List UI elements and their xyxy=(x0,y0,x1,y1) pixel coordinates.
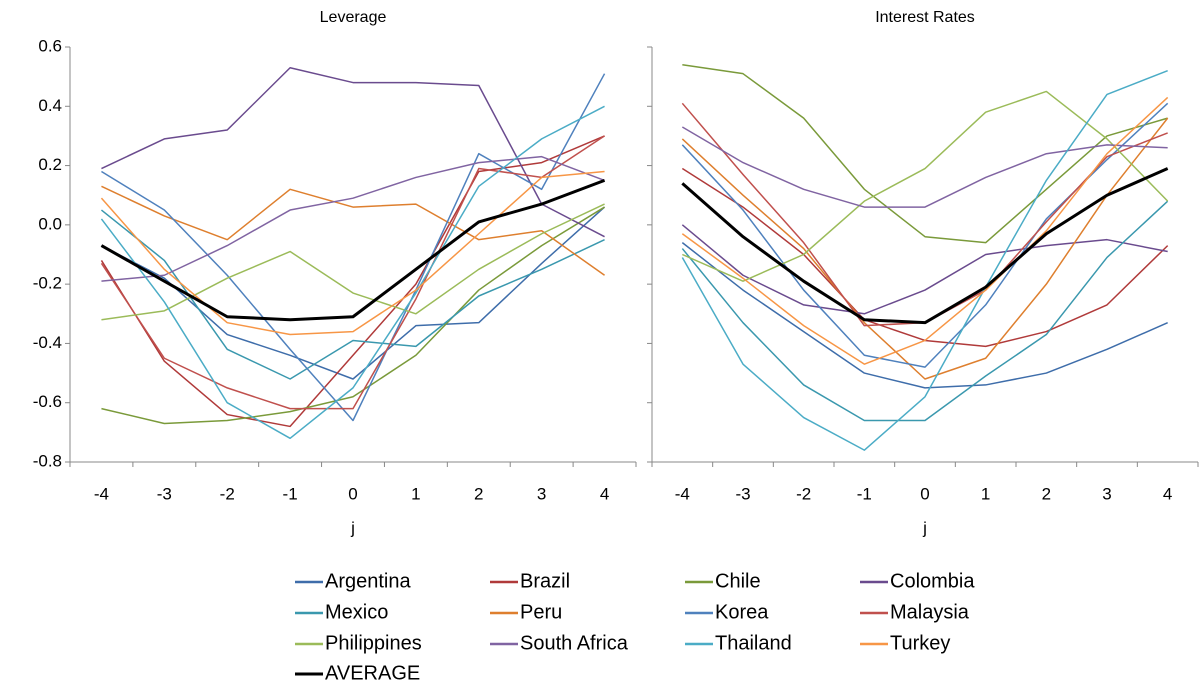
series-line xyxy=(101,206,605,425)
legend-label: Argentina xyxy=(325,570,411,592)
series-line xyxy=(101,155,605,282)
series-line xyxy=(681,167,1169,348)
series-line xyxy=(681,200,1169,422)
series-line xyxy=(100,209,605,380)
x-tick-label: -3 xyxy=(735,484,750,503)
x-tick-label: 1 xyxy=(981,484,990,503)
x-tick-label: -3 xyxy=(157,484,172,503)
legend-label: Brazil xyxy=(520,570,570,592)
x-tick-label: -1 xyxy=(283,484,298,503)
y-tick-label: 0.4 xyxy=(38,96,62,115)
legend-label: Korea xyxy=(715,601,769,623)
legend-label: Colombia xyxy=(890,570,975,592)
series-line xyxy=(681,242,1168,389)
legend-label: Malaysia xyxy=(890,601,970,623)
series-line xyxy=(681,102,1169,368)
y-tick-label: -0.4 xyxy=(33,333,62,352)
x-tick-label: 4 xyxy=(600,484,609,503)
y-tick-label: -0.8 xyxy=(33,451,62,470)
series-line xyxy=(682,64,1168,244)
series-line xyxy=(101,185,605,276)
x-tick-label: 4 xyxy=(1163,484,1172,503)
series-line xyxy=(681,102,1168,327)
series-line xyxy=(681,96,1169,365)
panel-title: Leverage xyxy=(320,9,387,26)
x-tick-label: -4 xyxy=(94,484,109,503)
series-line xyxy=(681,224,1168,315)
series-line xyxy=(681,126,1168,208)
series-line xyxy=(101,67,605,238)
series-line xyxy=(100,170,605,336)
series-line xyxy=(100,135,605,410)
x-tick-label: -1 xyxy=(857,484,872,503)
y-tick-label: 0.0 xyxy=(38,214,62,233)
series-line xyxy=(100,105,605,440)
series-line xyxy=(682,90,1169,282)
panel-title: Interest Rates xyxy=(875,9,975,26)
x-tick-label: 2 xyxy=(1042,484,1051,503)
x-axis-label: j xyxy=(922,518,927,537)
legend-label: Peru xyxy=(520,601,562,623)
series-line xyxy=(681,167,1169,325)
x-tick-label: -2 xyxy=(796,484,811,503)
x-tick-label: 2 xyxy=(474,484,483,503)
legend-label: Philippines xyxy=(325,632,422,654)
series-line xyxy=(100,178,606,322)
legend-label: Thailand xyxy=(715,632,792,654)
legend-label: South Africa xyxy=(520,632,629,654)
legend-label: Mexico xyxy=(325,601,388,623)
x-tick-label: 3 xyxy=(1102,484,1111,503)
series-line xyxy=(101,206,606,380)
series-line xyxy=(101,73,606,422)
x-tick-label: 1 xyxy=(411,484,420,503)
series-line xyxy=(101,203,605,321)
y-tick-label: -0.2 xyxy=(33,274,62,293)
series-line xyxy=(681,70,1168,451)
y-tick-label: -0.6 xyxy=(33,392,62,411)
legend-label: AVERAGE xyxy=(325,662,420,684)
series-line xyxy=(681,117,1169,380)
legend-label: Chile xyxy=(715,570,761,592)
y-tick-label: 0.2 xyxy=(38,155,62,174)
x-axis-label: j xyxy=(350,518,355,537)
x-tick-label: -2 xyxy=(220,484,235,503)
x-tick-label: -4 xyxy=(675,484,690,503)
x-tick-label: 0 xyxy=(920,484,929,503)
legend-label: Turkey xyxy=(890,632,950,654)
x-tick-label: 3 xyxy=(537,484,546,503)
y-tick-label: 0.6 xyxy=(38,36,62,55)
x-tick-label: 0 xyxy=(348,484,357,503)
